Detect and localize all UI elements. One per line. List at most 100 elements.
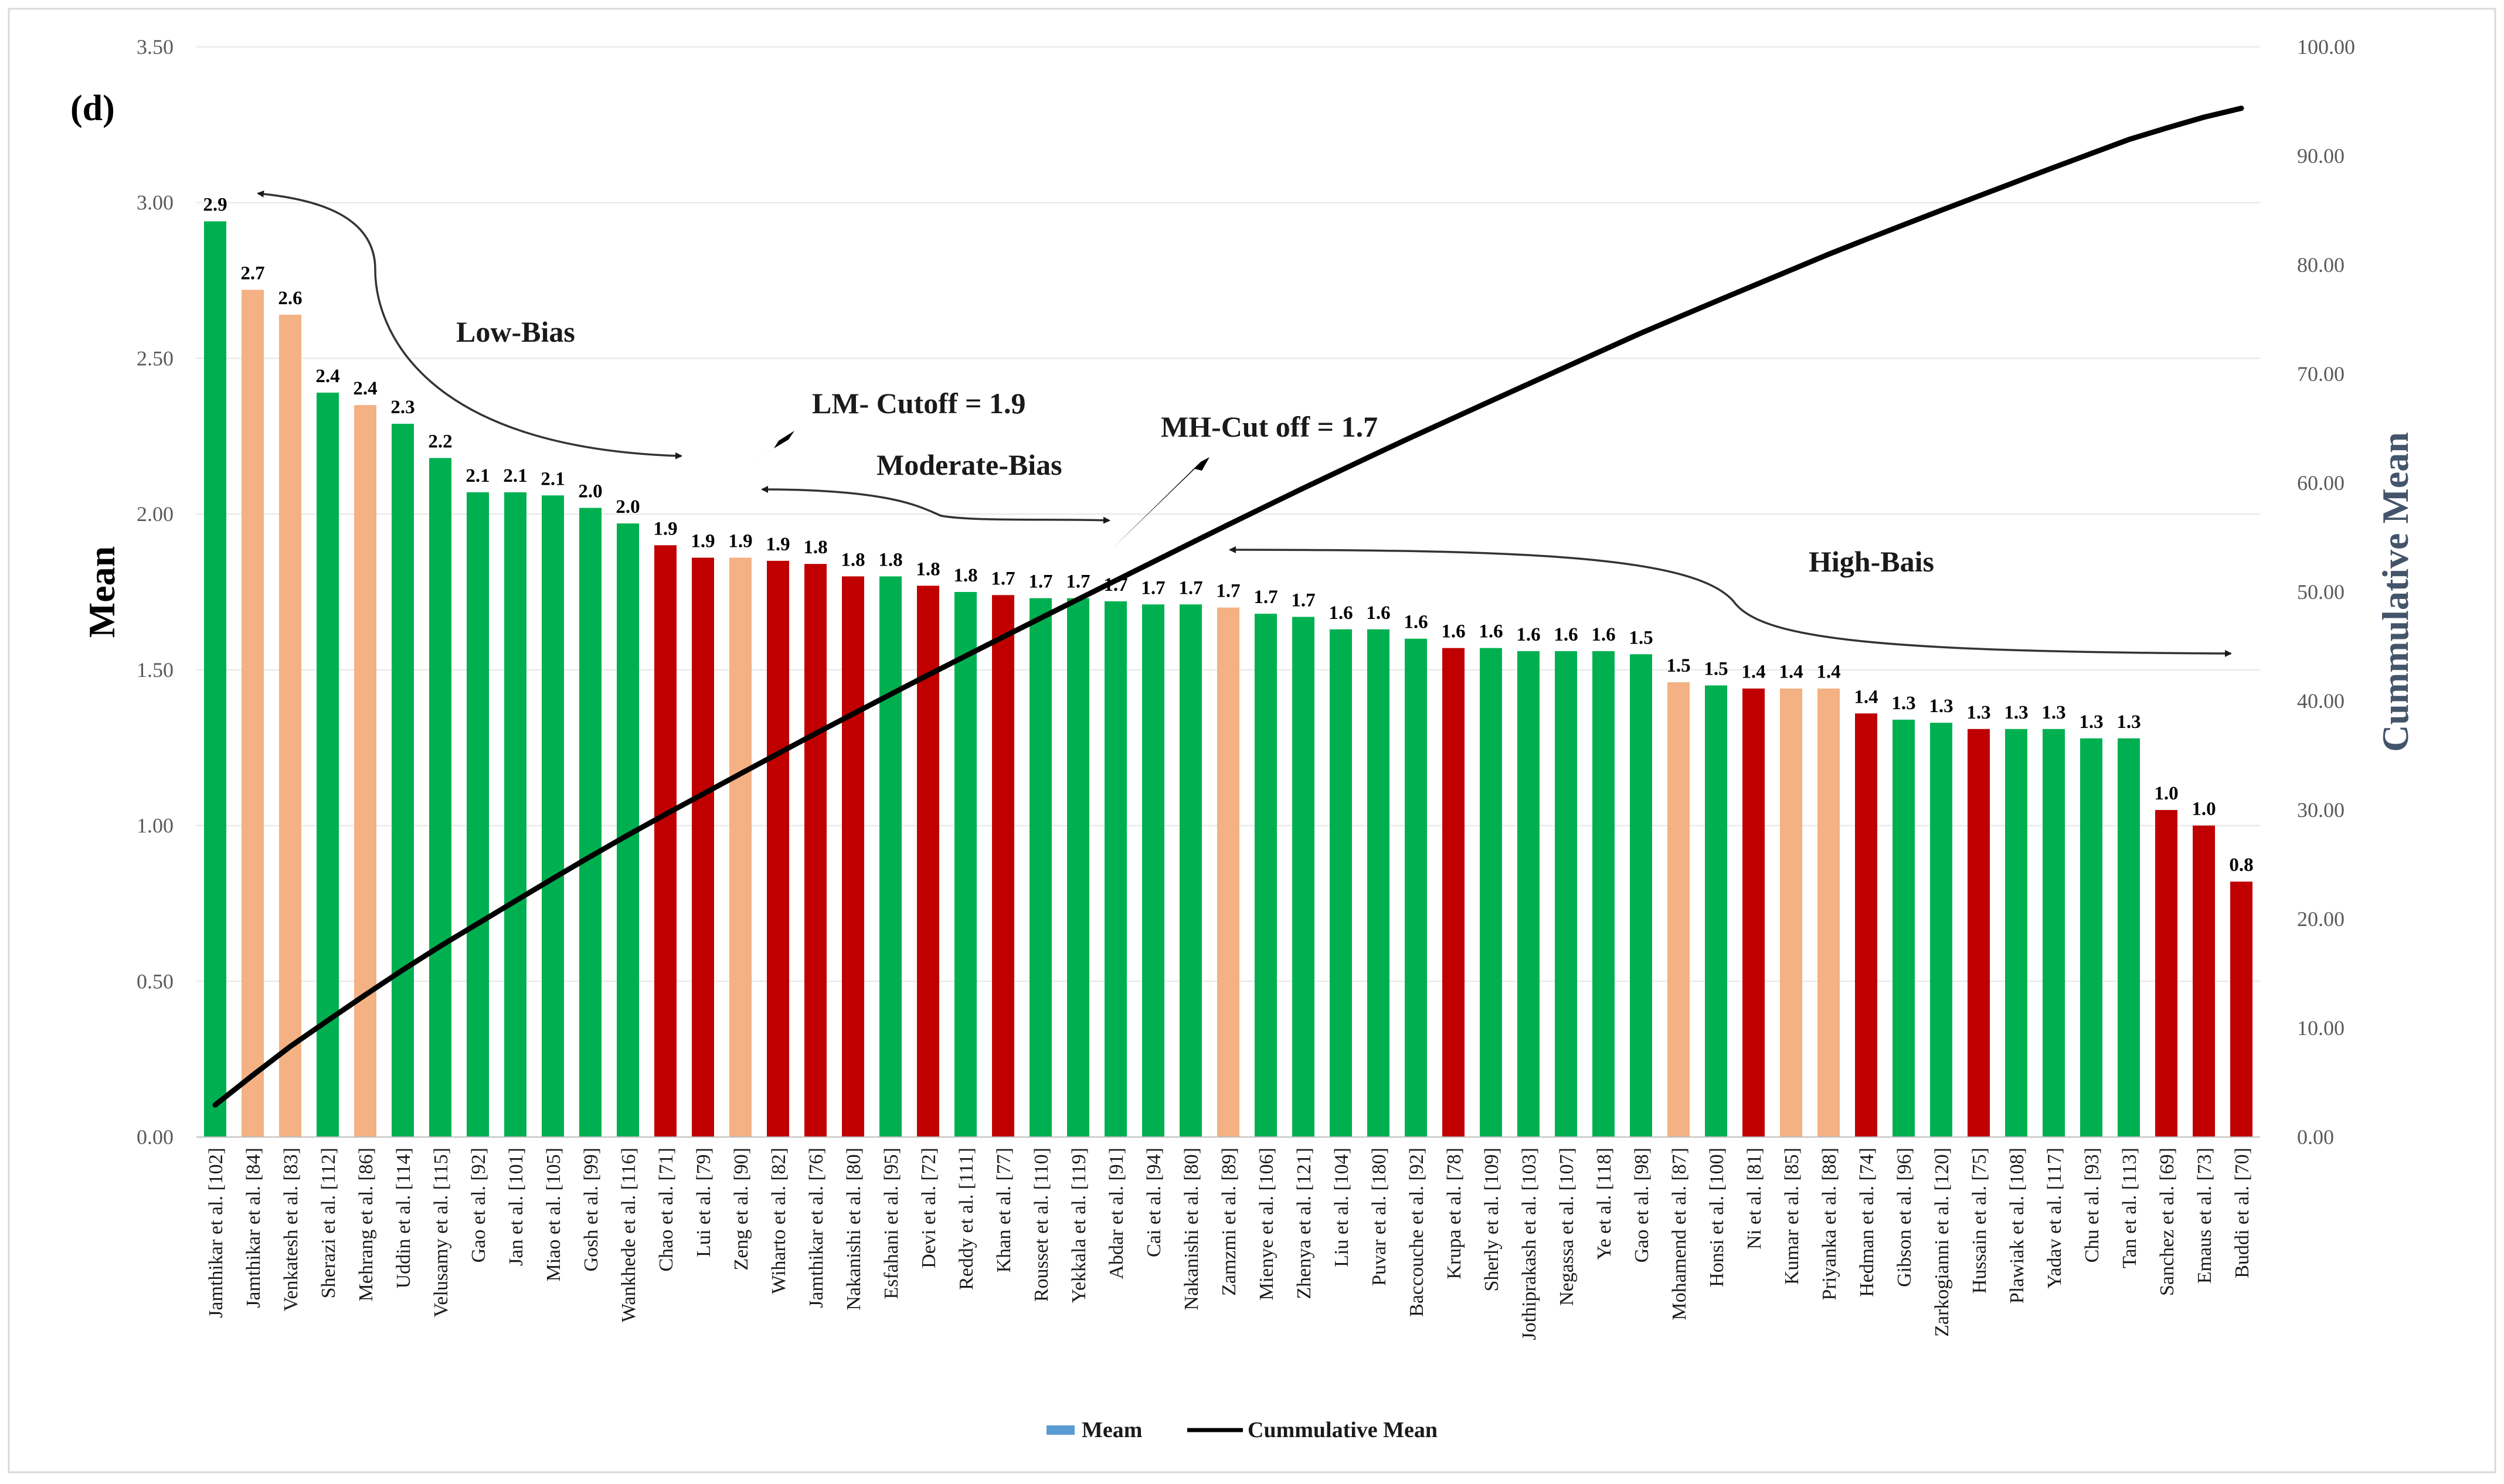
data-label: 1.5 (1629, 627, 1653, 648)
data-label: 1.5 (1704, 658, 1728, 679)
y2-tick-label: 100.00 (2297, 35, 2355, 59)
x-tick-label: Liu et al. [104] (1331, 1148, 1353, 1267)
x-tick-label: Krupa et al. [78] (1443, 1148, 1465, 1279)
data-label: 1.3 (2116, 712, 2141, 733)
x-tick-label: Gosh et al. [99] (580, 1148, 602, 1272)
bar (2230, 881, 2252, 1137)
x-tick-label: Sherly et al. [109] (1481, 1148, 1503, 1292)
x-tick-label: Kumar et al. [85] (1781, 1148, 1803, 1285)
y-tick-label: 0.50 (137, 969, 174, 993)
bar (1555, 651, 1577, 1137)
bar (1217, 607, 1239, 1137)
y2-tick-label: 80.00 (2297, 253, 2345, 277)
axes: 0.00 0.50 1.00 1.50 2.00 2.50 3.00 3.50 0.00 10.0… (137, 35, 2355, 1149)
y2-tick-label: 10.00 (2297, 1016, 2345, 1040)
data-label: 1.8 (916, 559, 940, 580)
x-tick-label: Nakanishi et al. [80] (1181, 1148, 1202, 1311)
data-label: 1.7 (1253, 587, 1278, 608)
data-label: 1.7 (1178, 577, 1202, 598)
x-tick-label: Devi et al. [72] (918, 1148, 940, 1268)
x-tick-label: Uddin et al. [114] (393, 1148, 414, 1288)
y-tick-label: 2.00 (137, 502, 174, 526)
data-label: 1.4 (1741, 662, 1765, 683)
cumulative-line (212, 105, 2244, 1108)
bar (1592, 651, 1615, 1137)
bar (1742, 688, 1765, 1137)
bar (692, 557, 714, 1137)
y2-tick-label: 60.00 (2297, 471, 2345, 495)
y2-tick-label: 90.00 (2297, 144, 2345, 168)
data-label: 1.6 (1516, 624, 1540, 645)
data-label: 1.6 (1329, 603, 1353, 624)
bar (1405, 638, 1427, 1137)
x-tick-label: Hussain et al. [75] (1969, 1148, 1990, 1294)
y2-tick-label: 50.00 (2297, 580, 2345, 604)
data-label: 2.2 (428, 431, 452, 452)
data-label: 0.8 (2229, 855, 2253, 876)
legend-swatch-meam (1047, 1425, 1075, 1435)
data-label: 1.6 (1591, 624, 1615, 645)
bars (204, 221, 2252, 1138)
x-tick-label: Zhenya et al. [121] (1293, 1148, 1315, 1299)
bar (2118, 738, 2140, 1137)
bar (954, 592, 977, 1137)
high-bias-arrow (1229, 546, 2232, 657)
bar (1105, 601, 1127, 1137)
bar (729, 557, 752, 1137)
bar (1067, 598, 1089, 1137)
bar (1968, 729, 1990, 1137)
panel-label: (d) (70, 89, 115, 128)
bar (1667, 682, 1690, 1137)
data-label: 1.5 (1666, 655, 1690, 676)
y-tick-label: 0.00 (137, 1125, 174, 1149)
data-label: 1.8 (803, 537, 827, 558)
x-tick-label: Jamthikar et al. [102] (205, 1148, 227, 1318)
bar (579, 508, 602, 1137)
bar (1780, 688, 1802, 1137)
x-tick-label: Zarkogianni et al. [120] (1931, 1148, 1953, 1337)
x-tick-label: Venkatesh et al. [83] (280, 1148, 302, 1311)
data-label: 1.3 (2079, 712, 2103, 733)
x-tick-label: Negassa et al. [107] (1556, 1148, 1578, 1306)
y2-tick-label: 70.00 (2297, 362, 2345, 386)
data-label: 1.0 (2192, 799, 2216, 820)
lm-cutoff-arrow (699, 431, 794, 493)
bar (2043, 729, 2065, 1137)
x-tick-label: Miao et al. [105] (543, 1148, 565, 1282)
y2-tick-label: 20.00 (2297, 907, 2345, 931)
x-tick-label: Zamzmi et al. [89] (1218, 1148, 1240, 1296)
bar (2155, 810, 2177, 1137)
x-tick-label: Gao et al. [98] (1631, 1148, 1653, 1262)
bar (1367, 629, 1389, 1137)
data-label: 2.1 (466, 465, 490, 486)
legend: Meam Cummulative Mean (1047, 1418, 1438, 1442)
bar (242, 290, 264, 1137)
x-tick-label: Mienye et al. [106] (1256, 1148, 1278, 1301)
bar (1517, 651, 1540, 1137)
x-tick-label: Gibson et al. [96] (1894, 1148, 1915, 1287)
bar (1292, 617, 1314, 1137)
data-label: 1.3 (1929, 696, 1953, 717)
x-tick-label: Buddi et al. [70] (2231, 1148, 2253, 1278)
x-tick-label: Rousset et al. [110] (1031, 1148, 1052, 1302)
x-tick-label: Sanchez et al. [69] (2156, 1148, 2178, 1296)
bar (1930, 723, 1952, 1137)
x-tick-label: Nakanishi et al. [80] (843, 1148, 865, 1311)
bar (767, 560, 789, 1137)
bar (542, 495, 564, 1138)
x-tick-label: Abdar et al. [91] (1106, 1148, 1127, 1279)
x-tick-label: Ni et al. [81] (1744, 1148, 1765, 1250)
data-label: 1.8 (841, 549, 865, 570)
data-label: 2.4 (315, 366, 339, 387)
x-tick-label: Chu et al. [93] (2081, 1148, 2103, 1262)
bar (1030, 598, 1052, 1137)
bar (842, 576, 864, 1137)
x-tick-label: Chao et al. [71] (655, 1148, 677, 1272)
lm-cutoff-annotation: LM- Cutoff = 1.9 (812, 387, 1026, 420)
x-tick-label: Tan et al. [113] (2119, 1148, 2141, 1268)
mh-cutoff-arrow (1111, 457, 1209, 550)
x-tick-label: Lui et al. [79] (693, 1148, 715, 1257)
data-label: 1.8 (953, 565, 977, 586)
bar (2080, 738, 2102, 1137)
data-label: 1.6 (1404, 612, 1428, 633)
